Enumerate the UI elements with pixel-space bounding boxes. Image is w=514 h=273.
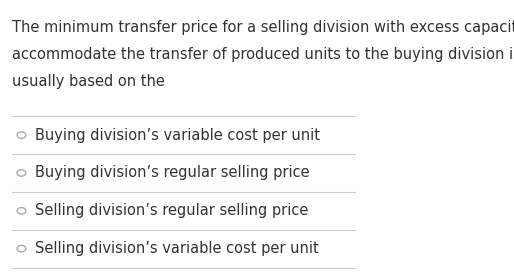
Text: Buying division’s variable cost per unit: Buying division’s variable cost per unit [35,128,320,143]
Text: accommodate the transfer of produced units to the buying division is: accommodate the transfer of produced uni… [12,47,514,62]
Text: usually based on the: usually based on the [12,74,165,89]
Text: Selling division’s variable cost per unit: Selling division’s variable cost per uni… [35,241,319,256]
Text: Buying division’s regular selling price: Buying division’s regular selling price [35,165,310,180]
Text: The minimum transfer price for a selling division with excess capacity to: The minimum transfer price for a selling… [12,20,514,35]
Text: Selling division’s regular selling price: Selling division’s regular selling price [35,203,309,218]
